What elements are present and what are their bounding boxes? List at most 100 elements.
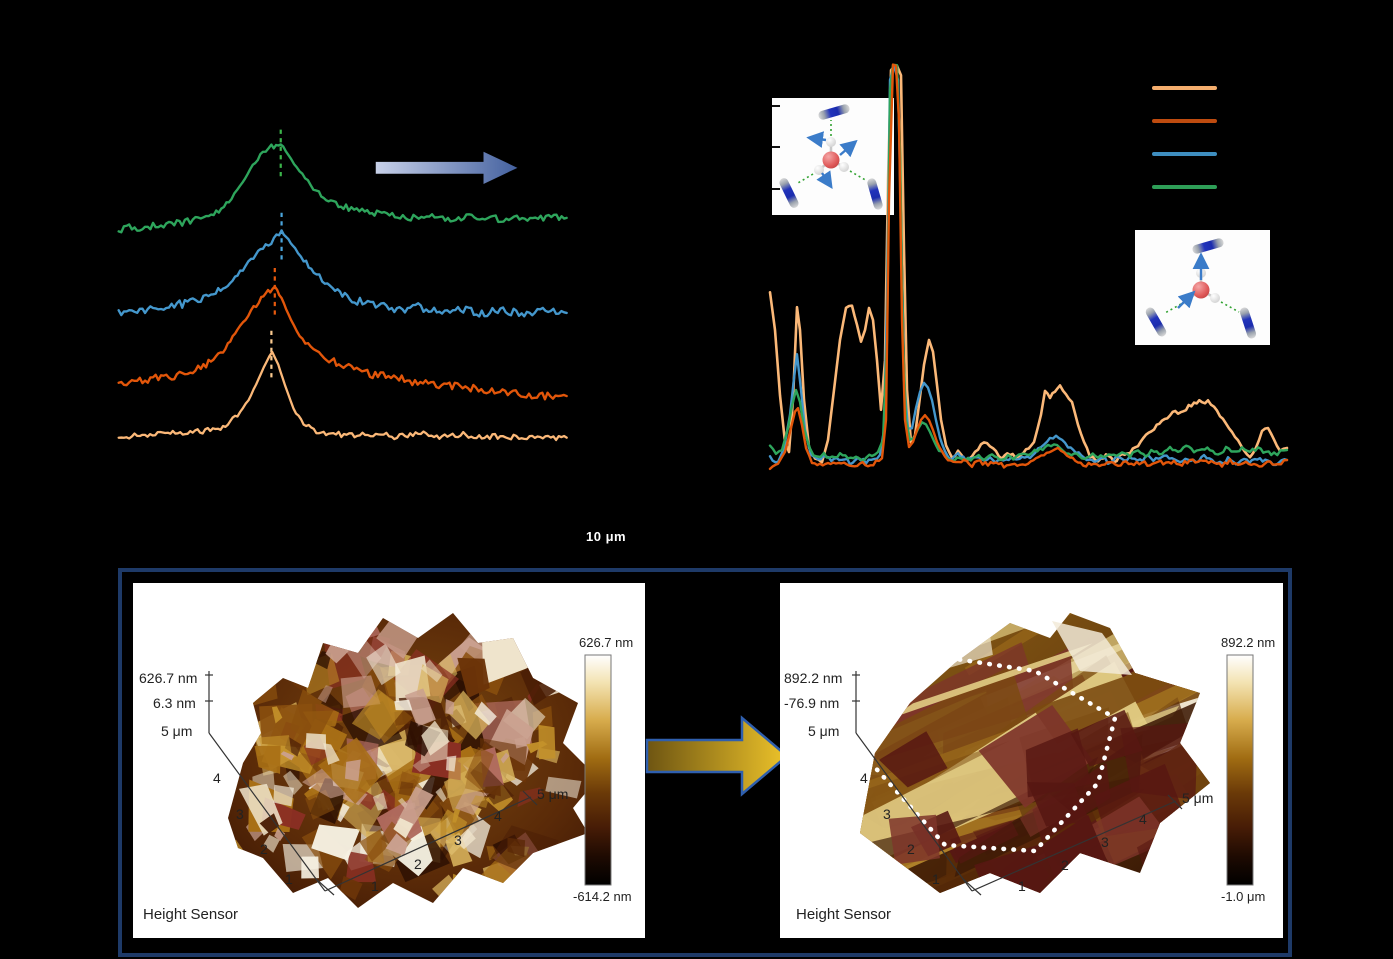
- surface-facet: [394, 699, 413, 711]
- surface-facet: [228, 713, 239, 744]
- surface-facet: [344, 759, 361, 782]
- svg-text:-614.2 nm: -614.2 nm: [573, 889, 632, 904]
- svg-text:626.7 nm: 626.7 nm: [579, 635, 633, 650]
- surface-facet: [888, 814, 940, 865]
- svg-text:2: 2: [907, 841, 915, 857]
- ligand-capsules: [1145, 238, 1257, 339]
- surface-facet: [421, 720, 450, 756]
- mode-arrows: [806, 131, 858, 189]
- svg-text:2: 2: [414, 856, 422, 872]
- svg-text:5 μm: 5 μm: [161, 723, 192, 739]
- surface-facet: [311, 824, 360, 861]
- svg-text:-76.9 nm: -76.9 nm: [784, 695, 839, 711]
- surface-facet: [259, 813, 280, 834]
- surface-facet: [452, 873, 480, 889]
- surface-facet: [1070, 709, 1143, 767]
- trace-blue: [117, 229, 568, 318]
- surface-facet: [317, 685, 333, 704]
- h-atom: [826, 137, 836, 147]
- surface-facet: [314, 651, 332, 670]
- surface-facet: [1120, 722, 1198, 800]
- svg-text:6.3 nm: 6.3 nm: [153, 695, 196, 711]
- surface-facet: [254, 745, 281, 774]
- surface-facet: [280, 751, 295, 761]
- height-sensor-label: Height Sensor: [143, 906, 238, 923]
- height-sensor-label: Height Sensor: [796, 906, 891, 923]
- surface-facet: [237, 631, 258, 652]
- surface-facet: [228, 847, 248, 878]
- surface-facet: [526, 741, 548, 754]
- svg-text:892.2 nm: 892.2 nm: [1221, 635, 1275, 650]
- h-atom: [839, 162, 849, 172]
- ligand-capsules: [779, 104, 883, 210]
- hbond-line: [849, 170, 868, 182]
- surface-facet: [525, 867, 553, 894]
- surface-facet: [351, 689, 405, 740]
- h-atom: [1210, 293, 1220, 303]
- surface-facet: [404, 802, 416, 812]
- surface-facet: [1025, 728, 1092, 798]
- stacked-spectra-chart: [117, 129, 568, 442]
- surface-facet: [435, 787, 447, 803]
- surface-facet: [474, 701, 497, 726]
- molecule-inset-asym: [772, 98, 894, 215]
- svg-text:2: 2: [1061, 857, 1069, 873]
- svg-text:3: 3: [236, 806, 244, 822]
- surface-facet: [452, 808, 461, 823]
- afm-surface-rough: [228, 613, 598, 908]
- svg-text:1: 1: [1018, 878, 1026, 894]
- afm-colorbar: 626.7 nm -614.2 nm: [573, 635, 633, 904]
- surface-facet: [446, 690, 490, 740]
- surface-facet: [387, 825, 433, 877]
- surface-facet: [299, 664, 311, 677]
- svg-text:3: 3: [1101, 834, 1109, 850]
- svg-text:1: 1: [285, 871, 293, 887]
- surface-facet: [1026, 782, 1090, 827]
- surface-facet: [500, 752, 510, 764]
- svg-text:4: 4: [494, 808, 502, 824]
- svg-text:2: 2: [260, 841, 268, 857]
- svg-text:5 μm: 5 μm: [1182, 790, 1213, 806]
- surface-facet: [274, 828, 286, 842]
- surface-facet: [950, 820, 1019, 864]
- svg-text:892.2 nm: 892.2 nm: [784, 670, 842, 686]
- afm-colorbar: 892.2 nm -1.0 μm: [1221, 635, 1275, 904]
- surface-facet: [421, 659, 443, 683]
- svg-text:4: 4: [860, 770, 868, 786]
- legend-swatch: [1152, 152, 1217, 156]
- surface-facet: [366, 643, 401, 686]
- surface-facet: [972, 869, 1029, 893]
- spectra-curves: [768, 63, 1289, 471]
- surface-facet: [470, 795, 490, 809]
- afm-panel-before: 626.7 nm 6.3 nm 5 μm 4 3 2 1 1 2 3 4 5 μ…: [133, 583, 645, 938]
- surface-facet: [412, 756, 431, 773]
- surface-facet: [372, 792, 388, 811]
- afm-axes: [205, 671, 538, 896]
- surface-facet: [514, 736, 527, 749]
- legend-swatch: [1152, 119, 1217, 123]
- hbond-line: [1164, 303, 1182, 314]
- svg-text:3: 3: [883, 806, 891, 822]
- svg-text:1: 1: [371, 878, 379, 894]
- surface-facet: [263, 834, 280, 853]
- surface-facet: [301, 827, 348, 880]
- spectra-curves: [117, 129, 568, 442]
- right-shift-arrow: [375, 151, 518, 184]
- trace-green: [117, 143, 568, 234]
- surface-facet: [336, 775, 389, 837]
- surface-facet: [305, 789, 335, 820]
- hbond-line: [1220, 301, 1240, 313]
- surface-facet: [457, 657, 490, 698]
- surface-facet: [273, 784, 295, 807]
- afm-surface-flake: [859, 613, 1210, 893]
- mode-arrows: [1177, 252, 1210, 309]
- svg-text:3: 3: [454, 832, 462, 848]
- trace-green: [768, 63, 1289, 463]
- surface-facet: [445, 755, 457, 772]
- surface-facet: [411, 706, 434, 726]
- surface-facet: [283, 770, 303, 796]
- y-axis-ticks: [772, 105, 780, 190]
- raman-spectra-chart: [768, 63, 1289, 471]
- surface-facet: [892, 643, 1093, 718]
